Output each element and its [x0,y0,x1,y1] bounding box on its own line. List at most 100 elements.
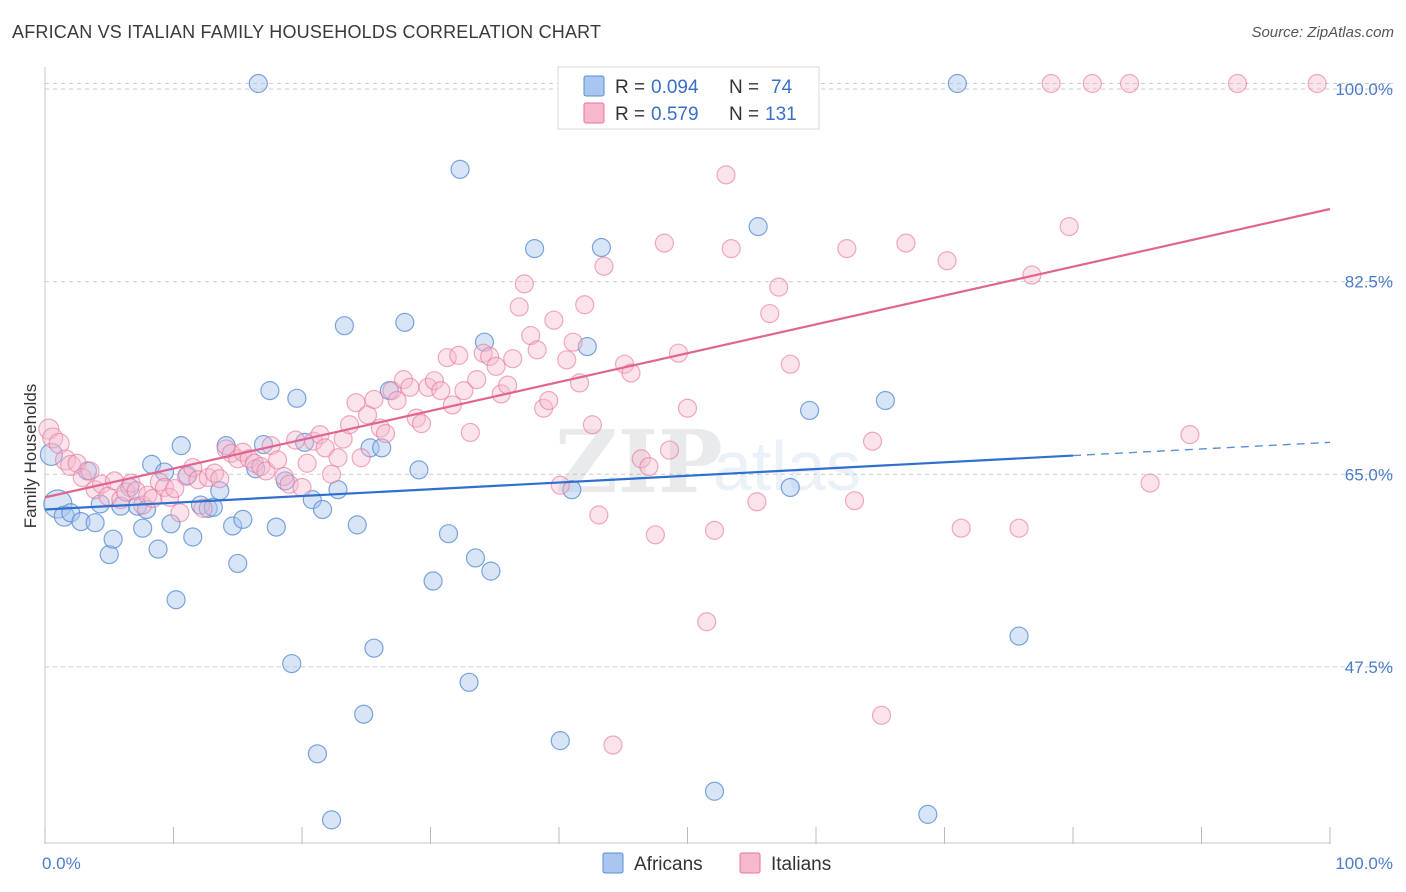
italian-point-108 [721,239,741,259]
italian-point-94 [594,256,614,276]
african-point-22 [183,527,203,547]
african-point-63 [562,480,582,500]
african-point-34 [260,381,280,401]
italian-point-124 [1059,217,1079,237]
italian-point-50 [328,448,348,468]
italian-point-45 [297,453,317,473]
legend-africans-n-label: N = [729,77,759,98]
italian-point-70 [449,345,469,365]
african-point-46 [347,515,367,535]
legend-italians-r-value: 0.579 [651,104,699,125]
italian-point-2 [48,432,70,455]
italian-point-80 [509,297,529,317]
italian-point-121 [1009,518,1029,538]
african-point-13 [133,518,153,538]
watermark: ZIP atlas [555,412,861,513]
italian-point-111 [769,277,789,297]
legend-italians-n-value: 131 [765,104,797,125]
bottom-legend-italians: Italians [771,854,831,875]
african-point-68 [780,477,800,498]
african-point-29 [228,553,248,574]
bottom-legend-swatch-italians [739,852,761,874]
italian-point-49 [321,464,342,484]
italian-point-116 [862,431,883,451]
legend-africans-n-value: 74 [771,77,793,98]
italian-point-91 [575,295,595,315]
italian-point-75 [480,346,500,367]
african-point-7 [90,494,110,514]
x-tick-label-1: 100.0% [1335,854,1393,873]
african-point-55 [438,524,459,544]
italian-point-105 [697,612,717,632]
italian-point-62 [400,377,420,397]
african-point-4 [71,511,91,532]
legend-swatch-italians [583,102,605,124]
y-tick-label-2: 82.5% [1345,273,1393,292]
african-point-35 [266,517,286,537]
italian-point-64 [411,414,432,434]
africans-points [39,73,1029,830]
bottom-legend: Africans Italians [602,852,831,875]
italian-point-86 [544,310,564,330]
african-point-61 [524,239,545,259]
italians-trend-line [44,207,1331,499]
italian-point-97 [621,363,641,383]
italian-point-114 [837,239,857,259]
african-point-49 [364,638,384,658]
italian-point-48 [315,438,335,458]
african-point-54 [423,571,443,591]
italian-point-92 [582,415,603,435]
y-axis-title: Family Households [21,384,40,529]
y-tick-label-3: 100.0% [1335,80,1393,99]
italian-point-72 [460,422,480,443]
italian-point-101 [654,233,674,253]
african-point-66 [704,781,725,801]
african-point-41 [307,744,328,764]
italian-point-82 [521,325,541,346]
african-point-52 [395,312,415,332]
african-point-0 [39,442,64,467]
italian-point-40 [267,450,288,470]
source-label: Source: ZipAtlas.com [1251,24,1394,41]
african-point-53 [409,460,429,480]
italian-point-129 [1227,73,1248,94]
italian-point-85 [539,390,559,411]
african-point-70 [875,390,895,411]
italian-point-22 [165,478,185,499]
italian-point-20 [154,477,175,498]
italian-point-68 [437,347,457,368]
italian-point-88 [557,350,577,370]
italian-point-128 [1180,425,1200,445]
italian-point-6 [72,467,92,488]
african-point-47 [354,704,374,724]
african-point-30 [233,509,253,529]
africans-trend-extension [1072,441,1331,457]
italian-point-13 [116,482,136,502]
african-point-50 [372,438,392,458]
african-point-73 [1009,626,1029,646]
african-point-19 [166,590,186,610]
legend-box: R = 0.094 N = 74 R = 0.579 N = 131 [557,66,820,130]
african-point-60 [481,561,501,581]
italian-point-89 [563,332,583,352]
italian-point-54 [351,448,371,468]
african-point-8 [99,545,119,565]
legend-italians-n-label: N = [729,104,759,125]
african-point-6 [85,513,105,533]
italian-point-83 [527,340,547,360]
italian-point-4 [60,454,82,477]
italian-point-30 [210,469,230,489]
african-point-65 [591,237,612,258]
italian-point-110 [760,303,780,324]
italian-point-38 [256,461,276,481]
italian-point-125 [1082,73,1102,94]
italian-point-119 [937,251,957,271]
africans-trend-line [44,454,1074,511]
italian-point-120 [951,518,971,538]
italian-point-27 [193,498,213,518]
african-point-64 [577,336,597,357]
african-point-62 [550,731,570,751]
italian-point-100 [645,525,665,545]
african-point-57 [459,672,479,692]
